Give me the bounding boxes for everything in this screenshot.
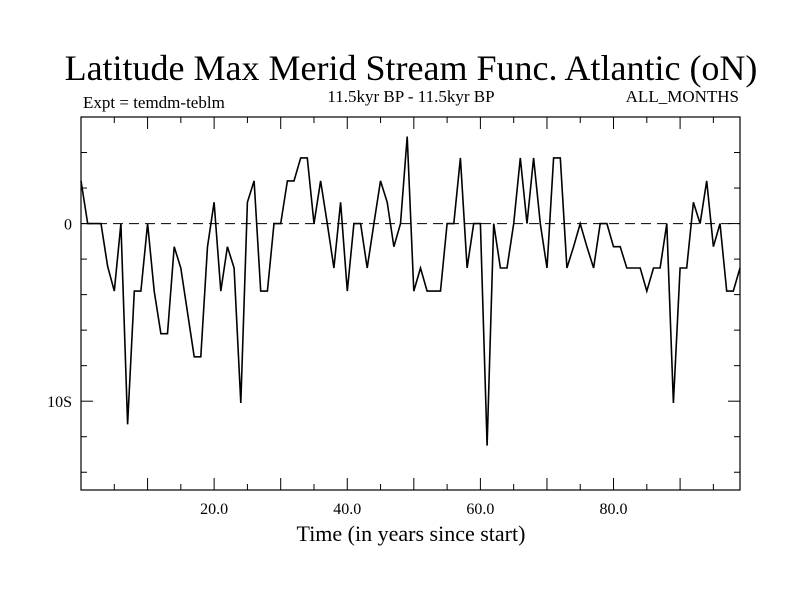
plot-frame [80, 116, 741, 491]
y-tick-label: 10S [47, 394, 72, 411]
x-axis-label: Time (in years since start) [297, 521, 526, 546]
y-tick-labels: 0 10S [47, 217, 72, 412]
y-tick-label: 0 [64, 217, 72, 234]
experiment-label: Expt = temdm-teblm [83, 93, 225, 112]
x-tick-label: 20.0 [200, 501, 228, 518]
chart-title: Latitude Max Merid Stream Func. Atlantic… [65, 48, 758, 88]
x-tick-label: 40.0 [333, 501, 361, 518]
time-range-label: 11.5kyr BP - 11.5kyr BP [327, 87, 494, 106]
months-label: ALL_MONTHS [626, 87, 739, 106]
tick-marks [81, 116, 740, 490]
x-tick-label: 80.0 [600, 501, 628, 518]
series-line [80, 136, 741, 446]
x-tick-label: 60.0 [466, 501, 494, 518]
x-tick-labels: 20.0 40.0 60.0 80.0 [200, 501, 627, 518]
